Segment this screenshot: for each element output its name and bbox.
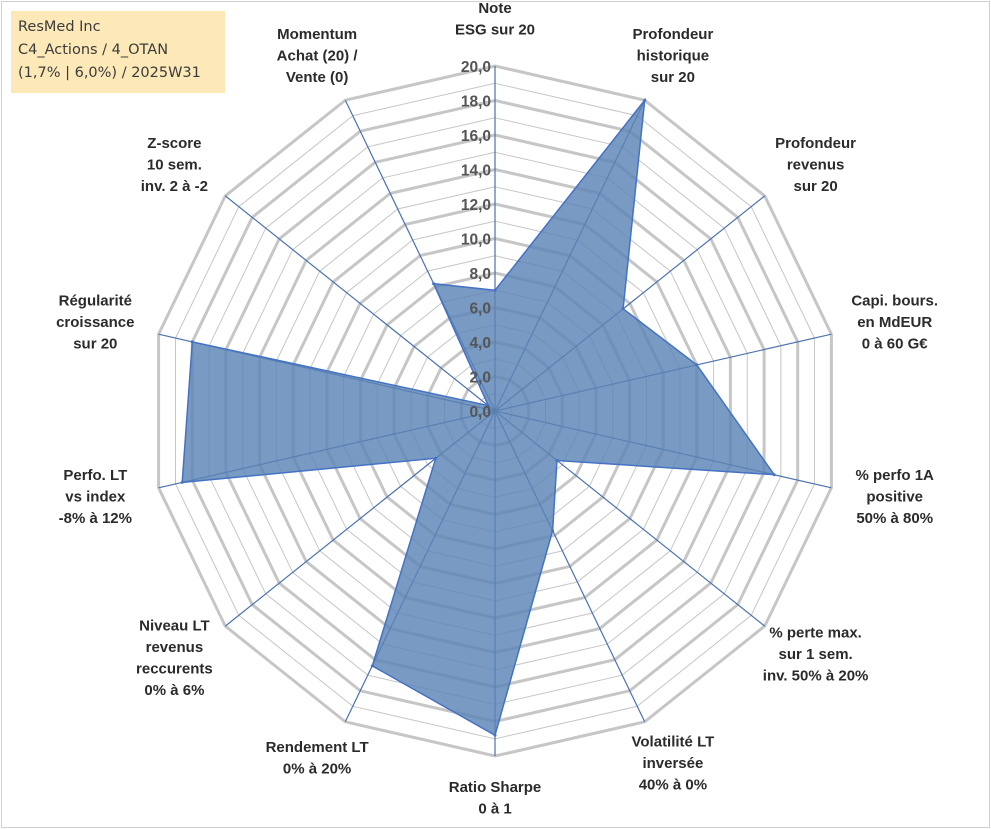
portfolio-category: C4_Actions / 4_OTAN — [18, 42, 169, 58]
axis-label-line: ESG sur 20 — [455, 22, 535, 39]
data-point — [493, 733, 497, 737]
data-point — [190, 340, 194, 344]
axis-label-line: en MdEUR — [857, 314, 932, 331]
data-point — [551, 529, 555, 533]
tick-label: 18,0 — [461, 94, 491, 111]
data-point — [180, 480, 184, 484]
info-stats: (1,7% | 6,0%) / 2025W31 — [18, 65, 201, 81]
data-point — [695, 363, 699, 367]
tick-label: 6,0 — [469, 301, 491, 318]
axis-label-line: reccurents — [136, 661, 213, 678]
axis-label: Z-score 10 sem. inv. 2 à -2 — [141, 135, 208, 195]
tick-label: 20,0 — [461, 59, 491, 76]
axis-label-line: Régularité — [59, 292, 132, 309]
axis-label-line: positive — [866, 489, 923, 506]
axis-label-line: Momentum — [277, 26, 357, 43]
data-point — [434, 456, 438, 460]
tick-label: 8,0 — [469, 266, 491, 283]
axis-label-line: revenus — [146, 639, 204, 656]
axis-spoke — [224, 195, 496, 412]
axis-label-line: Vente (0) — [286, 69, 349, 86]
axis-label-line: inv. 2 à -2 — [141, 178, 208, 195]
tick-label: 14,0 — [461, 163, 491, 180]
axis-label: Rendement LT 0% à 20% — [266, 739, 369, 778]
axis-label-line: 0% à 6% — [144, 682, 204, 699]
axis-label: Momentum Achat (20) / Vente (0) — [277, 26, 359, 86]
axis-label-line: Profondeur — [632, 26, 713, 43]
axis-label-line: revenus — [787, 156, 845, 173]
axis-label: Profondeur historique sur 20 — [632, 26, 713, 86]
tick-label: 10,0 — [461, 232, 491, 249]
axis-label-line: croissance — [56, 314, 134, 331]
axis-label: Profondeur revenus sur 20 — [775, 135, 856, 195]
axis-label-line: Capi. bours. — [851, 292, 938, 309]
axis-label-line: 0 à 1 — [478, 801, 511, 818]
axis-label-line: sur 1 sem. — [778, 646, 852, 663]
data-point — [772, 473, 776, 477]
axis-label: % perfo 1A positive 50% à 80% — [856, 467, 935, 527]
axis-label-line: % perte max. — [769, 625, 862, 642]
axis-label: Note ESG sur 20 — [455, 0, 535, 39]
axis-label: Perfo. LT vs index -8% à 12% — [59, 467, 132, 527]
data-point — [621, 307, 625, 311]
axis-label-line: inversée — [642, 755, 703, 772]
tick-label: 12,0 — [461, 197, 491, 214]
axis-label: Niveau LT revenus reccurents 0% à 6% — [136, 618, 213, 700]
axis-label-line: -8% à 12% — [59, 510, 132, 527]
axis-label-line: 40% à 0% — [639, 777, 707, 794]
axis-label: Volatilité LT inversée 40% à 0% — [632, 734, 715, 794]
axis-label-line: sur 20 — [793, 178, 837, 195]
axis-label-line: sur 20 — [73, 335, 117, 352]
tick-label: 0,0 — [469, 404, 491, 421]
data-point — [370, 664, 374, 668]
axis-label-line: Volatilité LT — [632, 734, 715, 751]
axis-label-line: 50% à 80% — [856, 510, 933, 527]
axis-label-line: sur 20 — [651, 69, 695, 86]
axis-label-line: % perfo 1A — [856, 467, 935, 484]
axis-label-line: Perfo. LT — [63, 467, 127, 484]
axis-label-line: Rendement LT — [266, 739, 369, 756]
axis-label-line: 10 sem. — [147, 156, 202, 173]
data-point — [493, 288, 497, 292]
axis-label-line: vs index — [65, 489, 126, 506]
tick-label: 2,0 — [469, 370, 491, 387]
axis-label-line: 0 à 60 G€ — [862, 335, 929, 352]
data-point — [486, 404, 490, 408]
tick-label: 16,0 — [461, 128, 491, 145]
axis-label-line: Ratio Sharpe — [449, 779, 542, 796]
data-series — [180, 97, 776, 737]
axis-label-line: historique — [637, 47, 710, 64]
axis-label-line: Z-score — [147, 135, 201, 152]
tick-label: 4,0 — [469, 335, 491, 352]
axis-label-line: Note — [478, 0, 511, 17]
axis-label: Ratio Sharpe 0 à 1 — [449, 779, 542, 818]
axis-labels: Note ESG sur 20 Profondeur historique sur 20… — [56, 0, 938, 818]
axis-label-line: Profondeur — [775, 135, 856, 152]
company-name: ResMed Inc — [18, 19, 101, 35]
axis-label-line: Niveau LT — [139, 618, 210, 635]
axis-label: Capi. bours. en MdEUR 0 à 60 G€ — [851, 292, 938, 352]
data-point — [643, 98, 647, 102]
data-point — [555, 459, 559, 462]
axis-label: Régularité croissance sur 20 — [56, 292, 134, 352]
data-point — [432, 282, 436, 286]
radial-tick-labels: 0,0 2,0 4,0 6,0 8,0 10,0 12,0 14,0 16,0 18,0 20,0 — [461, 59, 491, 421]
axis-label-line: inv. 50% à 20% — [763, 668, 869, 685]
axis-label: % perte max. sur 1 sem. inv. 50% à 20% — [763, 625, 869, 685]
info-box: ResMed Inc C4_Actions / 4_OTAN (1,7% | 6… — [11, 11, 225, 93]
axis-label-line: Achat (20) / — [277, 47, 359, 64]
axis-label-line: 0% à 20% — [283, 761, 351, 778]
